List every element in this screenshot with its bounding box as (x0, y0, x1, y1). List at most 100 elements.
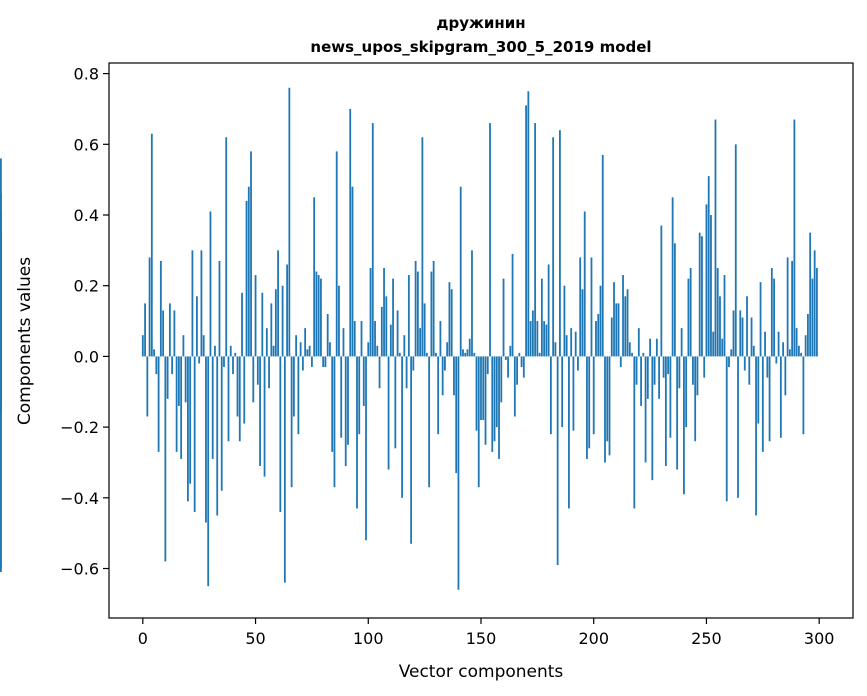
bar (568, 356, 570, 509)
bar (430, 271, 433, 357)
bar (770, 268, 773, 357)
bar (480, 356, 482, 421)
bar (304, 328, 307, 357)
bar (741, 317, 744, 357)
bar (471, 250, 473, 357)
bar (141, 335, 144, 357)
bar (209, 211, 212, 357)
bar (225, 137, 228, 357)
bar (507, 356, 509, 378)
bar (329, 342, 331, 357)
y-axis-label: Components values (15, 257, 35, 425)
bar (369, 268, 372, 357)
bar (277, 250, 279, 357)
bar (563, 285, 566, 357)
bar (229, 345, 232, 357)
bar (365, 356, 367, 541)
x-tick-label: 150 (466, 629, 497, 648)
bar (324, 356, 327, 368)
bar (349, 108, 352, 357)
y-tick-label: 0.4 (74, 206, 99, 225)
bar (782, 342, 785, 357)
x-tick-label: 200 (578, 629, 609, 648)
bar (662, 356, 665, 378)
bar (759, 282, 762, 357)
bar (263, 356, 266, 477)
bar (716, 268, 719, 357)
bar (191, 250, 194, 357)
bar (788, 349, 791, 357)
bar (757, 356, 760, 424)
bar (595, 321, 597, 357)
bar (441, 356, 444, 396)
bar (678, 356, 681, 389)
bar (453, 356, 455, 396)
bar (707, 176, 710, 357)
bar (728, 356, 730, 368)
bar (435, 352, 437, 357)
bar (367, 342, 370, 357)
bar (320, 278, 322, 357)
bar (538, 352, 541, 357)
bar (227, 356, 230, 442)
bar (714, 119, 717, 357)
bar (473, 352, 476, 357)
bar (313, 197, 316, 357)
bar (791, 260, 794, 357)
bar (683, 356, 685, 495)
bar (464, 352, 467, 357)
bar (159, 260, 162, 357)
bar (211, 356, 214, 459)
bar (761, 356, 764, 452)
bar (579, 257, 582, 357)
bar (701, 236, 703, 357)
bar (685, 356, 688, 428)
bar (398, 352, 401, 357)
bar (177, 356, 180, 406)
bar (649, 338, 651, 357)
bar (247, 186, 250, 357)
bar (804, 335, 807, 357)
bar (272, 345, 275, 357)
bar (743, 356, 746, 371)
bar (816, 268, 818, 357)
bar (773, 278, 775, 357)
bar (182, 335, 185, 357)
bar (295, 335, 298, 357)
bar (0, 331, 2, 357)
bar (432, 260, 435, 357)
bar (245, 200, 248, 357)
bar (214, 345, 216, 357)
bar (232, 356, 234, 375)
bar (746, 296, 748, 357)
bar (378, 356, 381, 389)
bar (800, 352, 803, 357)
x-axis-label: Vector components (399, 662, 564, 682)
bar (157, 356, 160, 452)
bar (725, 356, 728, 502)
bar (448, 282, 451, 357)
bar (0, 158, 2, 357)
bar (466, 349, 469, 357)
bar (331, 356, 334, 452)
bar (171, 356, 174, 375)
chart-title-line-1: дружинин (436, 14, 525, 32)
bar (301, 356, 304, 371)
bar (775, 356, 778, 364)
bar (416, 271, 419, 357)
bar (421, 137, 424, 357)
bar (543, 321, 546, 357)
bar (419, 328, 422, 357)
bar (673, 243, 676, 357)
bar (658, 356, 661, 399)
chart-title-line-2: news_upos_skipgram_300_5_2019 model (310, 38, 651, 56)
bar (261, 292, 264, 357)
bar (486, 356, 489, 375)
bar (811, 278, 814, 357)
bar (547, 264, 550, 357)
bar (333, 356, 336, 488)
bar (768, 356, 771, 442)
bar (525, 105, 527, 357)
bar (414, 260, 417, 357)
bar (624, 296, 627, 357)
